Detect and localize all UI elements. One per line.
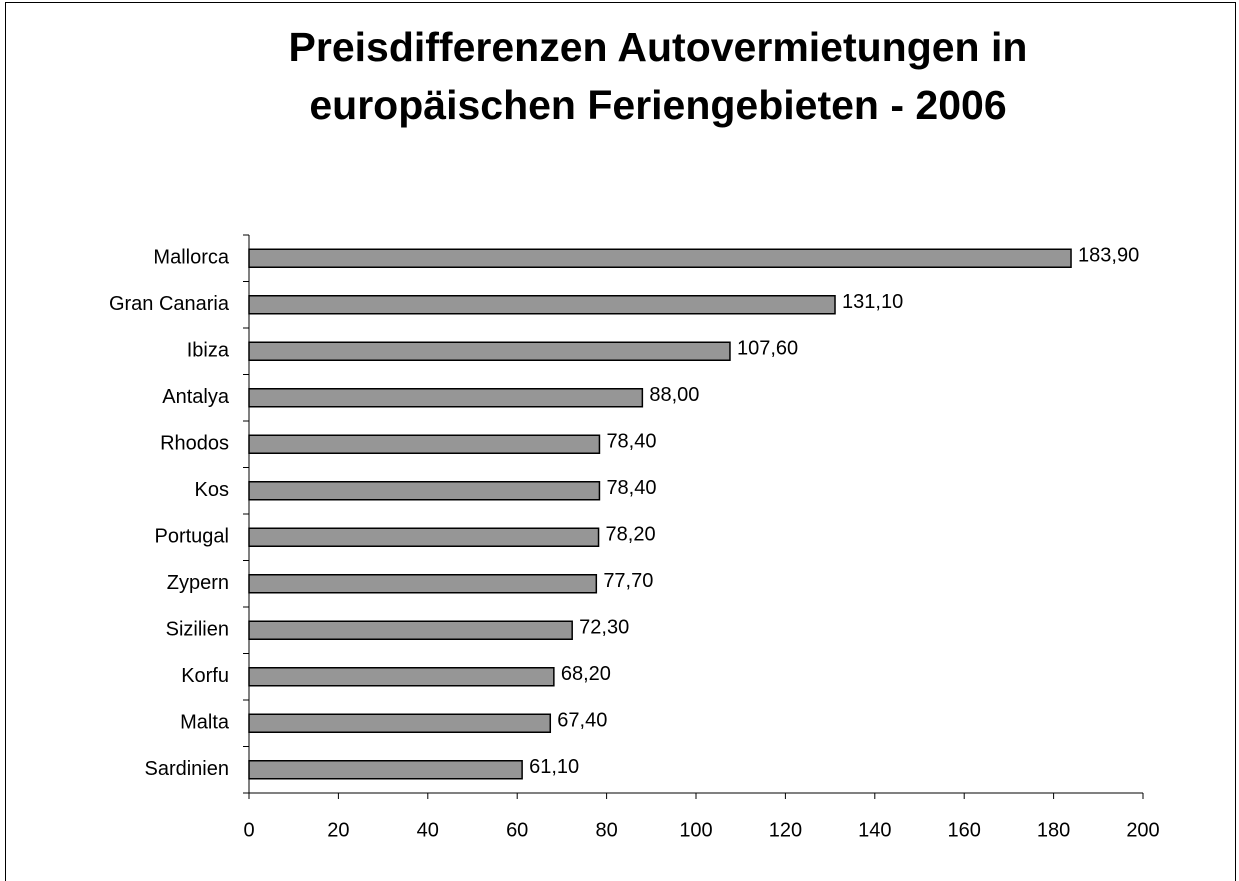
value-label: 77,70 — [603, 570, 653, 592]
bar — [248, 295, 836, 315]
value-label: 107,60 — [737, 338, 798, 360]
bar — [248, 388, 644, 408]
x-tick-label: 180 — [1037, 819, 1070, 841]
y-tick-label: Gran Canaria — [109, 293, 230, 315]
value-label: 72,30 — [579, 617, 629, 639]
value-label: 61,10 — [529, 756, 579, 778]
bar — [248, 341, 731, 361]
bar — [248, 760, 523, 780]
x-tick-label: 40 — [417, 819, 439, 841]
y-tick-label: Mallorca — [153, 247, 229, 269]
chart-title: Preisdifferenzen Autovermietungen in — [289, 24, 1028, 70]
bar — [248, 667, 555, 687]
value-label: 68,20 — [561, 663, 611, 685]
x-tick-label: 120 — [769, 819, 802, 841]
y-tick-label: Rhodos — [160, 433, 229, 455]
y-tick-label: Sizilien — [166, 619, 229, 641]
value-label: 131,10 — [842, 291, 903, 313]
bar — [248, 527, 600, 547]
chart-border — [5, 2, 1236, 881]
y-tick-label: Antalya — [162, 386, 230, 408]
y-tick-label: Zypern — [167, 572, 229, 594]
x-tick-label: 60 — [506, 819, 528, 841]
value-label: 78,40 — [606, 431, 656, 453]
x-tick-label: 200 — [1126, 819, 1159, 841]
bar — [248, 574, 598, 594]
y-tick-label: Kos — [195, 479, 229, 501]
x-tick-label: 20 — [327, 819, 349, 841]
bar — [248, 248, 1072, 268]
value-label: 88,00 — [649, 384, 699, 406]
y-tick-label: Korfu — [181, 665, 229, 687]
x-tick-label: 80 — [595, 819, 617, 841]
x-tick-label: 160 — [948, 819, 981, 841]
y-tick-label: Malta — [180, 712, 230, 734]
value-label: 78,20 — [606, 524, 656, 546]
chart-title: europäischen Feriengebieten - 2006 — [309, 82, 1006, 128]
x-tick-label: 100 — [679, 819, 712, 841]
x-tick-label: 140 — [858, 819, 891, 841]
bar — [248, 713, 552, 733]
bar — [248, 620, 573, 640]
y-tick-label: Sardinien — [144, 758, 229, 780]
value-label: 67,40 — [557, 710, 607, 732]
value-label: 78,40 — [606, 477, 656, 499]
y-tick-label: Portugal — [155, 526, 230, 548]
x-tick-label: 0 — [243, 819, 254, 841]
value-label: 183,90 — [1078, 245, 1139, 267]
bar — [248, 434, 601, 454]
y-tick-label: Ibiza — [187, 340, 230, 362]
bar — [248, 481, 601, 501]
